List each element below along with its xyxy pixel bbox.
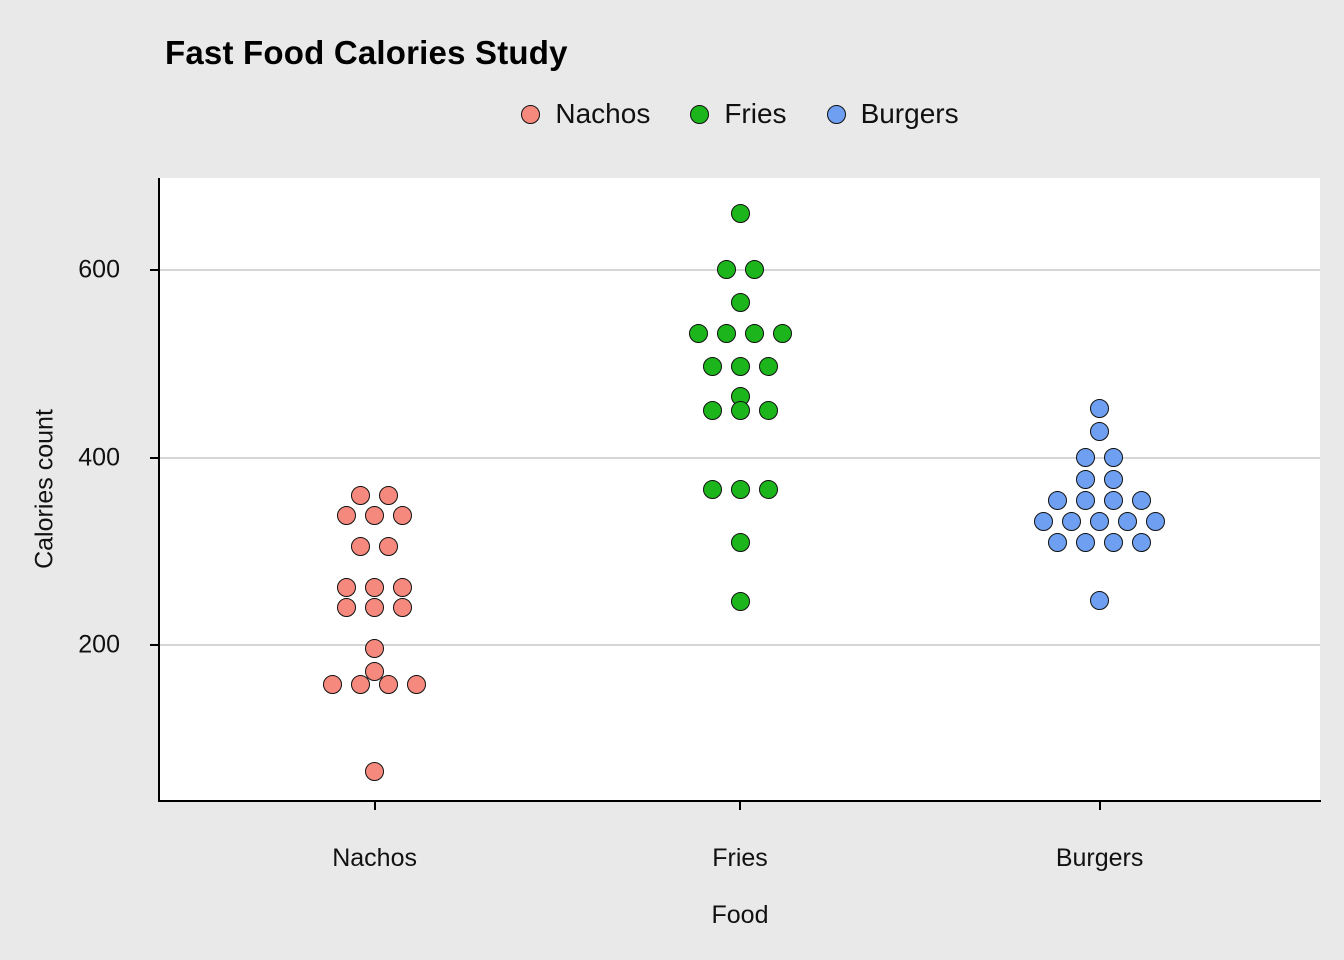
- data-point-burgers: [1034, 511, 1054, 531]
- legend-label: Burgers: [860, 98, 959, 129]
- x-tick-label-nachos: Nachos: [332, 844, 417, 872]
- data-point-nachos: [365, 598, 385, 618]
- y-tick-mark: [150, 644, 158, 647]
- data-point-nachos: [365, 577, 385, 597]
- data-point-burgers: [1104, 491, 1124, 511]
- data-point-fries: [716, 324, 736, 344]
- y-tick-mark: [150, 268, 158, 271]
- data-point-burgers: [1118, 511, 1138, 531]
- data-point-fries: [772, 324, 792, 344]
- data-point-nachos: [393, 598, 413, 618]
- data-point-nachos: [365, 506, 385, 526]
- data-point-burgers: [1132, 532, 1152, 552]
- data-point-nachos: [407, 675, 427, 695]
- x-tick-mark: [739, 802, 741, 810]
- y-tick-label: 200: [78, 630, 120, 659]
- data-point-fries: [730, 532, 750, 552]
- legend-item-nachos: Nachos: [521, 98, 650, 130]
- plot-panel: [160, 178, 1320, 800]
- y-axis-line: [158, 178, 160, 802]
- legend-item-fries: Fries: [690, 98, 787, 130]
- x-tick-label-fries: Fries: [712, 844, 768, 872]
- data-point-burgers: [1048, 532, 1068, 552]
- data-point-nachos: [379, 675, 399, 695]
- data-point-nachos: [365, 762, 385, 782]
- data-point-fries: [702, 479, 722, 499]
- gridline-y-600: [160, 268, 1320, 271]
- x-tick-mark: [373, 802, 376, 810]
- data-point-nachos: [379, 537, 399, 557]
- data-point-nachos: [337, 506, 357, 526]
- y-tick-mark: [150, 456, 158, 459]
- data-point-fries: [730, 204, 750, 224]
- data-point-burgers: [1090, 511, 1110, 531]
- data-point-nachos: [351, 675, 371, 695]
- data-point-burgers: [1076, 448, 1096, 468]
- data-point-fries: [702, 357, 722, 377]
- data-point-fries: [702, 401, 722, 421]
- data-point-burgers: [1076, 532, 1096, 552]
- data-point-fries: [758, 401, 778, 421]
- data-point-burgers: [1090, 421, 1110, 441]
- y-axis-title: Calories count: [30, 409, 59, 569]
- data-point-fries: [730, 401, 750, 421]
- data-point-fries: [716, 260, 736, 280]
- legend-label: Nachos: [555, 98, 651, 129]
- legend-swatch-icon: [690, 104, 710, 124]
- data-point-burgers: [1062, 511, 1082, 531]
- data-point-fries: [730, 479, 750, 499]
- data-point-nachos: [365, 639, 385, 659]
- data-point-fries: [758, 357, 778, 377]
- data-point-fries: [744, 260, 764, 280]
- data-point-burgers: [1104, 469, 1124, 489]
- y-tick-label: 600: [78, 255, 120, 284]
- data-point-burgers: [1146, 511, 1166, 531]
- data-point-burgers: [1076, 491, 1096, 511]
- data-point-nachos: [337, 577, 357, 597]
- data-point-fries: [730, 357, 750, 377]
- x-tick-label-burgers: Burgers: [1055, 844, 1144, 872]
- data-point-fries: [758, 479, 778, 499]
- data-point-nachos: [365, 661, 385, 681]
- legend-label: Fries: [724, 98, 787, 129]
- data-point-fries: [744, 324, 764, 344]
- data-point-burgers: [1132, 491, 1152, 511]
- data-point-nachos: [337, 598, 357, 618]
- data-point-fries: [730, 591, 750, 611]
- x-tick-mark: [1098, 802, 1101, 810]
- data-point-nachos: [351, 485, 371, 505]
- data-point-fries: [730, 293, 750, 313]
- data-point-burgers: [1104, 532, 1124, 552]
- data-point-burgers: [1090, 590, 1110, 610]
- data-point-nachos: [393, 577, 413, 597]
- y-tick-label: 400: [78, 443, 120, 472]
- legend-item-burgers: Burgers: [826, 98, 959, 130]
- gridline-y-400: [160, 456, 1320, 459]
- data-point-nachos: [379, 485, 399, 505]
- legend: Nachos Fries Burgers: [160, 97, 1320, 131]
- legend-swatch-icon: [521, 104, 541, 124]
- data-point-nachos: [393, 506, 413, 526]
- gridline-y-200: [160, 644, 1320, 647]
- chart-title: Fast Food Calories Study: [165, 34, 568, 71]
- data-point-burgers: [1048, 491, 1068, 511]
- legend-swatch-icon: [826, 104, 846, 124]
- data-point-burgers: [1090, 399, 1110, 419]
- data-point-burgers: [1104, 448, 1124, 468]
- data-point-burgers: [1076, 469, 1096, 489]
- x-axis-title: Food: [711, 901, 769, 929]
- data-point-fries: [688, 324, 708, 344]
- data-point-nachos: [351, 537, 371, 557]
- x-axis-line: [159, 800, 1321, 802]
- data-point-nachos: [323, 675, 343, 695]
